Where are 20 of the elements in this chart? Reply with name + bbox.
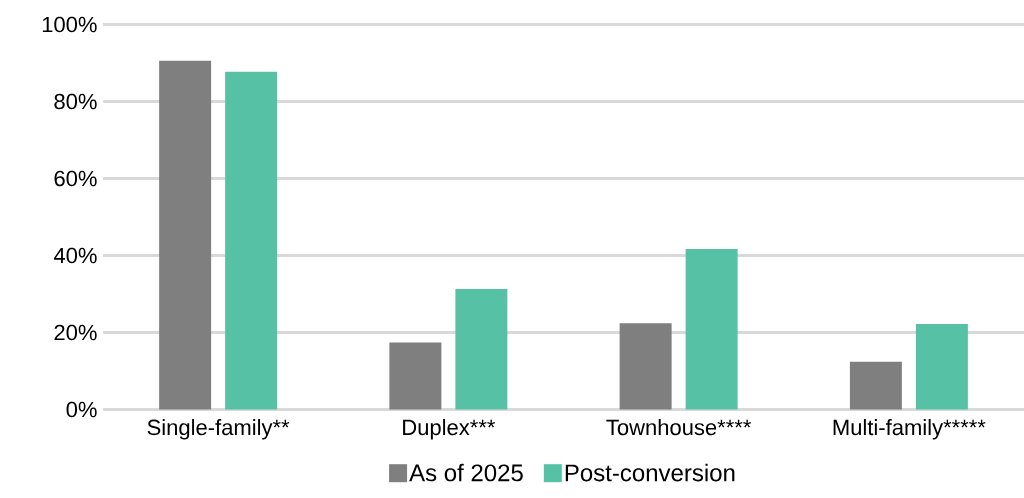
x-tick-label: Duplex***: [403, 419, 496, 440]
y-tick-label: 0%: [66, 401, 97, 418]
bar: [225, 71, 278, 410]
bar: [915, 324, 968, 410]
x-tick-label: Multi-family*****: [833, 419, 986, 440]
x-tick-label: Single-family**: [147, 419, 290, 440]
bar: [455, 288, 508, 410]
legend-label: As of 2025: [409, 463, 523, 482]
y-tick-label: 20%: [54, 324, 97, 341]
bar: [389, 342, 442, 410]
bar: [849, 361, 902, 410]
y-tick-label: 80%: [54, 93, 97, 110]
y-tick-label: 100%: [42, 16, 97, 33]
bar: [619, 323, 672, 410]
bar: [685, 248, 738, 410]
y-tick-label: 60%: [54, 170, 97, 187]
x-tick-label: Townhouse****: [606, 419, 752, 436]
y-tick-label: 40%: [53, 247, 97, 264]
bar: [159, 60, 212, 410]
legend-label: Post-conversion: [565, 463, 735, 482]
